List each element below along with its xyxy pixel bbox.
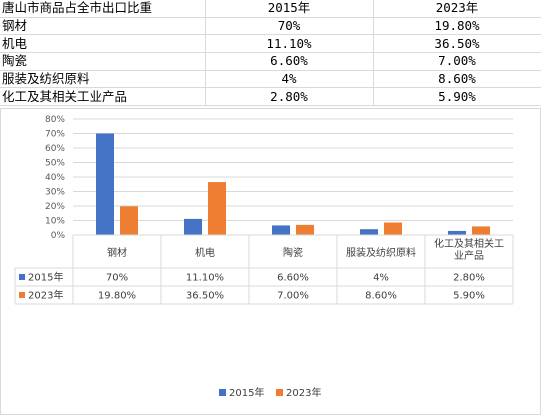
sheet-cell[interactable]: 70% — [205, 17, 374, 36]
legend-label: 2023年 — [286, 386, 321, 399]
data-table-value: 70% — [106, 273, 128, 284]
table-series-name: 2023年 — [28, 289, 63, 302]
bar-series1 — [272, 225, 290, 235]
table-legend-key — [19, 292, 25, 298]
x-tick-label: 化工及其相关工 — [434, 237, 504, 250]
data-table-value: 36.50% — [186, 291, 224, 302]
bar-series1 — [448, 230, 466, 235]
sheet-cell[interactable]: 唐山市商品占全市出口比重 — [0, 0, 206, 18]
sheet-row: 陶瓷 6.60% 7.00% — [0, 52, 541, 71]
bar-series2 — [472, 226, 490, 235]
sheet-cell[interactable]: 7.00% — [373, 52, 541, 71]
data-table-value: 5.90% — [453, 291, 485, 302]
sheet-row: 服装及纺织原料 4% 8.60% — [0, 70, 541, 89]
sheet-row: 钢材 70% 19.80% — [0, 17, 541, 36]
sheet-cell[interactable]: 8.60% — [373, 70, 541, 89]
y-tick-label: 40% — [45, 173, 65, 183]
y-tick-label: 50% — [45, 159, 65, 169]
sheet-cell[interactable]: 11.10% — [205, 34, 374, 53]
y-tick-label: 70% — [45, 130, 65, 140]
sheet-cell[interactable]: 陶瓷 — [0, 52, 206, 71]
sheet-cell[interactable]: 19.80% — [373, 17, 541, 36]
data-table-value: 4% — [373, 273, 389, 284]
spreadsheet-table: 唐山市商品占全市出口比重 2015年 2023年 钢材 70% 19.80% 机… — [0, 0, 541, 106]
bar-series1 — [360, 229, 378, 235]
sheet-row: 机电 11.10% 36.50% — [0, 34, 541, 53]
x-tick-label: 机电 — [195, 246, 215, 259]
sheet-cell[interactable]: 钢材 — [0, 17, 206, 36]
sheet-cell[interactable]: 2023年 — [373, 0, 541, 18]
y-tick-label: 0% — [51, 231, 66, 241]
bar-series1 — [184, 218, 202, 235]
bar-series1 — [96, 133, 114, 235]
bar-series2 — [120, 206, 138, 235]
y-tick-label: 20% — [45, 202, 65, 212]
x-tick-label: 服装及纺织原料 — [346, 246, 416, 259]
data-table-value: 19.80% — [98, 291, 136, 302]
legend-swatch — [219, 389, 226, 396]
bar-chart: 0% 10% 20% 30% 40% 50% 60% 70% 80% 钢材 机电 陶瓷 服装及纺织原料 化… — [14, 115, 514, 399]
data-table-value: 2.80% — [453, 273, 485, 284]
data-table-value: 8.60% — [365, 291, 397, 302]
y-tick-label: 60% — [45, 144, 65, 154]
sheet-header-row: 唐山市商品占全市出口比重 2015年 2023年 — [0, 0, 541, 18]
x-tick-label: 钢材 — [107, 246, 127, 259]
data-table-value: 7.00% — [277, 291, 309, 302]
chart-object[interactable]: 0% 10% 20% 30% 40% 50% 60% 70% 80% 钢材 机电 陶瓷 服装及纺织原料 化… — [0, 108, 541, 415]
data-table-value: 11.10% — [186, 273, 224, 284]
sheet-row: 化工及其相关工业产品 2.80% 5.90% — [0, 87, 541, 106]
table-legend-key — [19, 274, 25, 280]
bar-series2 — [296, 224, 314, 235]
y-tick-label: 10% — [45, 217, 65, 227]
sheet-cell[interactable]: 机电 — [0, 34, 206, 53]
y-tick-label: 30% — [45, 188, 65, 198]
sheet-cell[interactable]: 2.80% — [205, 87, 374, 106]
x-tick-label: 陶瓷 — [283, 246, 303, 259]
table-series-name: 2015年 — [28, 271, 63, 284]
data-table-value: 6.60% — [277, 273, 309, 284]
sheet-cell[interactable]: 化工及其相关工业产品 — [0, 87, 206, 106]
sheet-cell[interactable]: 5.90% — [373, 87, 541, 106]
bar-series2 — [208, 182, 226, 235]
sheet-cell[interactable]: 2015年 — [205, 0, 374, 18]
legend-swatch — [276, 389, 283, 396]
sheet-cell[interactable]: 服装及纺织原料 — [0, 70, 206, 89]
sheet-cell[interactable]: 4% — [205, 70, 374, 89]
sheet-cell[interactable]: 6.60% — [205, 52, 374, 71]
x-tick-label: 业产品 — [454, 249, 484, 262]
legend-label: 2015年 — [229, 386, 264, 399]
sheet-cell[interactable]: 36.50% — [373, 34, 541, 53]
bar-series2 — [384, 222, 402, 235]
y-tick-label: 80% — [45, 115, 65, 125]
